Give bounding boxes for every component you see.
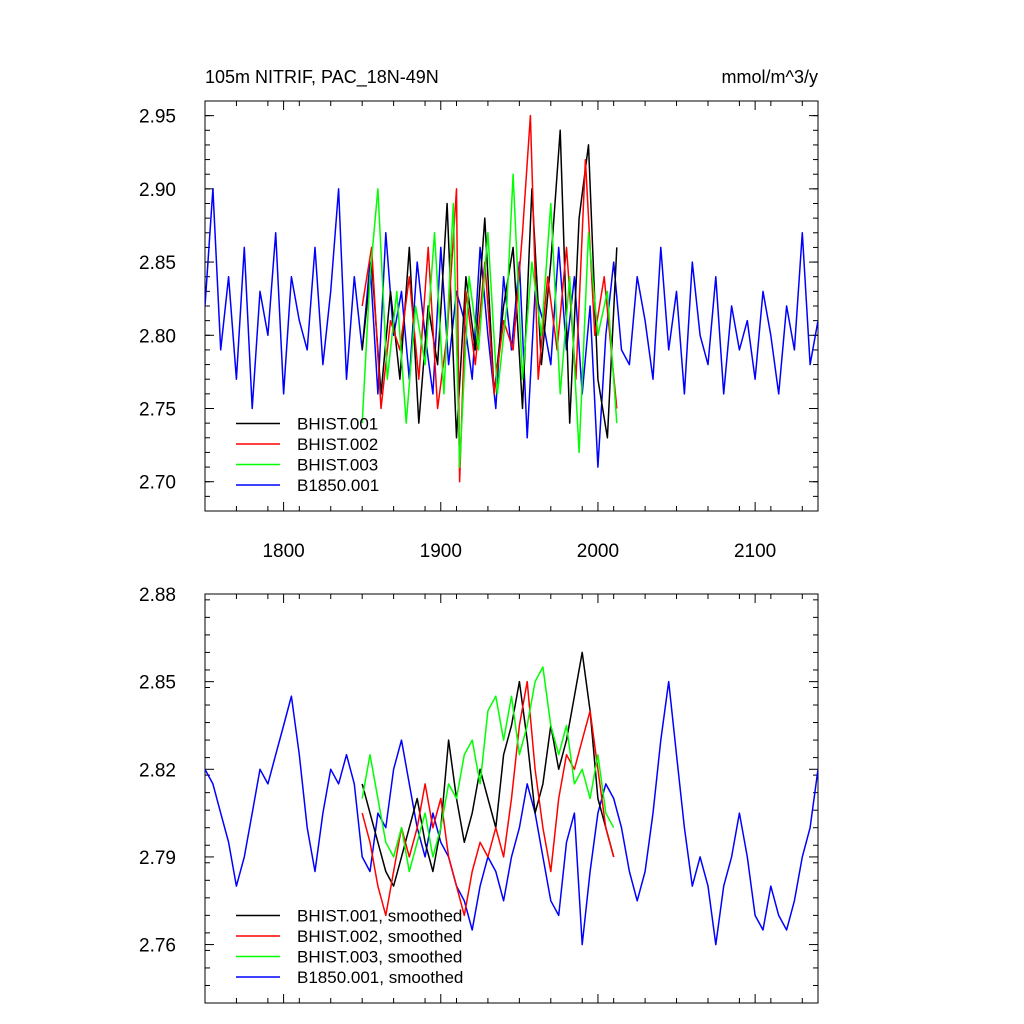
bottom-legend-label-bhist-002-smoothed: BHIST.002, smoothed: [297, 927, 462, 946]
top-series-line-bhist-001: [361, 129, 618, 439]
top-series-line-bhist-003: [361, 173, 618, 468]
bottom-legend-label-b1850-001-smoothed: B1850.001, smoothed: [297, 968, 463, 987]
top-panel-timeseries: 2.70 2.75 2.80 2.85 2.90 2.95 1800 1900 2000 2100…: [139, 100, 819, 562]
chart-units: mmol/m^3/y: [722, 67, 818, 87]
top-x-tick-label: 2000: [577, 541, 619, 562]
bottom-y-tick-label: 2.82: [139, 760, 176, 781]
top-legend-label-bhist-003: BHIST.003: [297, 456, 378, 475]
top-x-tick-label: 1800: [262, 541, 304, 562]
top-legend-label-bhist-002: BHIST.002: [297, 435, 378, 454]
top-x-tick-label: 2100: [734, 541, 776, 562]
top-y-tick-label: 2.90: [139, 180, 176, 201]
top-legend-label-b1850-001: B1850.001: [297, 476, 379, 495]
top-y-tick-label: 2.85: [139, 253, 176, 274]
bottom-legend-label-bhist-001-smoothed: BHIST.001, smoothed: [297, 907, 462, 926]
top-series-line-b1850-001: [205, 188, 818, 468]
top-legend-label-bhist-001: BHIST.001: [297, 415, 378, 434]
bottom-y-tick-label: 2.88: [139, 585, 176, 606]
bottom-series-line-bhist-003-smoothed: [361, 666, 615, 873]
top-y-tick-label: 2.95: [139, 107, 176, 128]
top-x-tick-label: 1900: [420, 541, 462, 562]
bottom-legend-label-bhist-003-smoothed: BHIST.003, smoothed: [297, 948, 462, 967]
top-y-tick-label: 2.70: [139, 473, 176, 494]
bottom-series-line-bhist-001-smoothed: [361, 651, 615, 887]
chart-title: 105m NITRIF, PAC_18N-49N: [205, 67, 439, 88]
top-y-tick-label: 2.80: [139, 326, 176, 347]
bottom-y-tick-label: 2.76: [139, 936, 176, 957]
bottom-plot-frame: [204, 593, 819, 1004]
top-y-tick-label: 2.75: [139, 400, 176, 421]
bottom-y-tick-label: 2.79: [139, 848, 176, 869]
bottom-series-line-b1850-001-smoothed: [205, 680, 818, 946]
bottom-y-tick-label: 2.85: [139, 673, 176, 694]
